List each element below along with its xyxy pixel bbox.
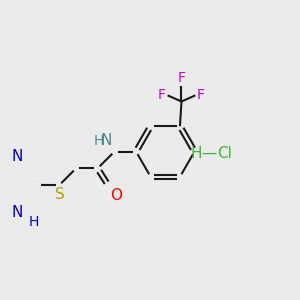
Text: S: S	[55, 187, 65, 202]
Text: O: O	[110, 188, 122, 203]
Text: N: N	[11, 206, 23, 220]
Text: F: F	[158, 88, 166, 102]
Text: F: F	[178, 70, 185, 85]
Text: H: H	[191, 146, 202, 160]
Text: H: H	[94, 134, 104, 148]
Text: H: H	[28, 215, 39, 230]
Text: F: F	[197, 88, 205, 102]
Text: Cl: Cl	[217, 146, 232, 160]
Text: —: —	[202, 146, 217, 160]
Text: N: N	[101, 134, 112, 148]
Text: N: N	[11, 149, 23, 164]
